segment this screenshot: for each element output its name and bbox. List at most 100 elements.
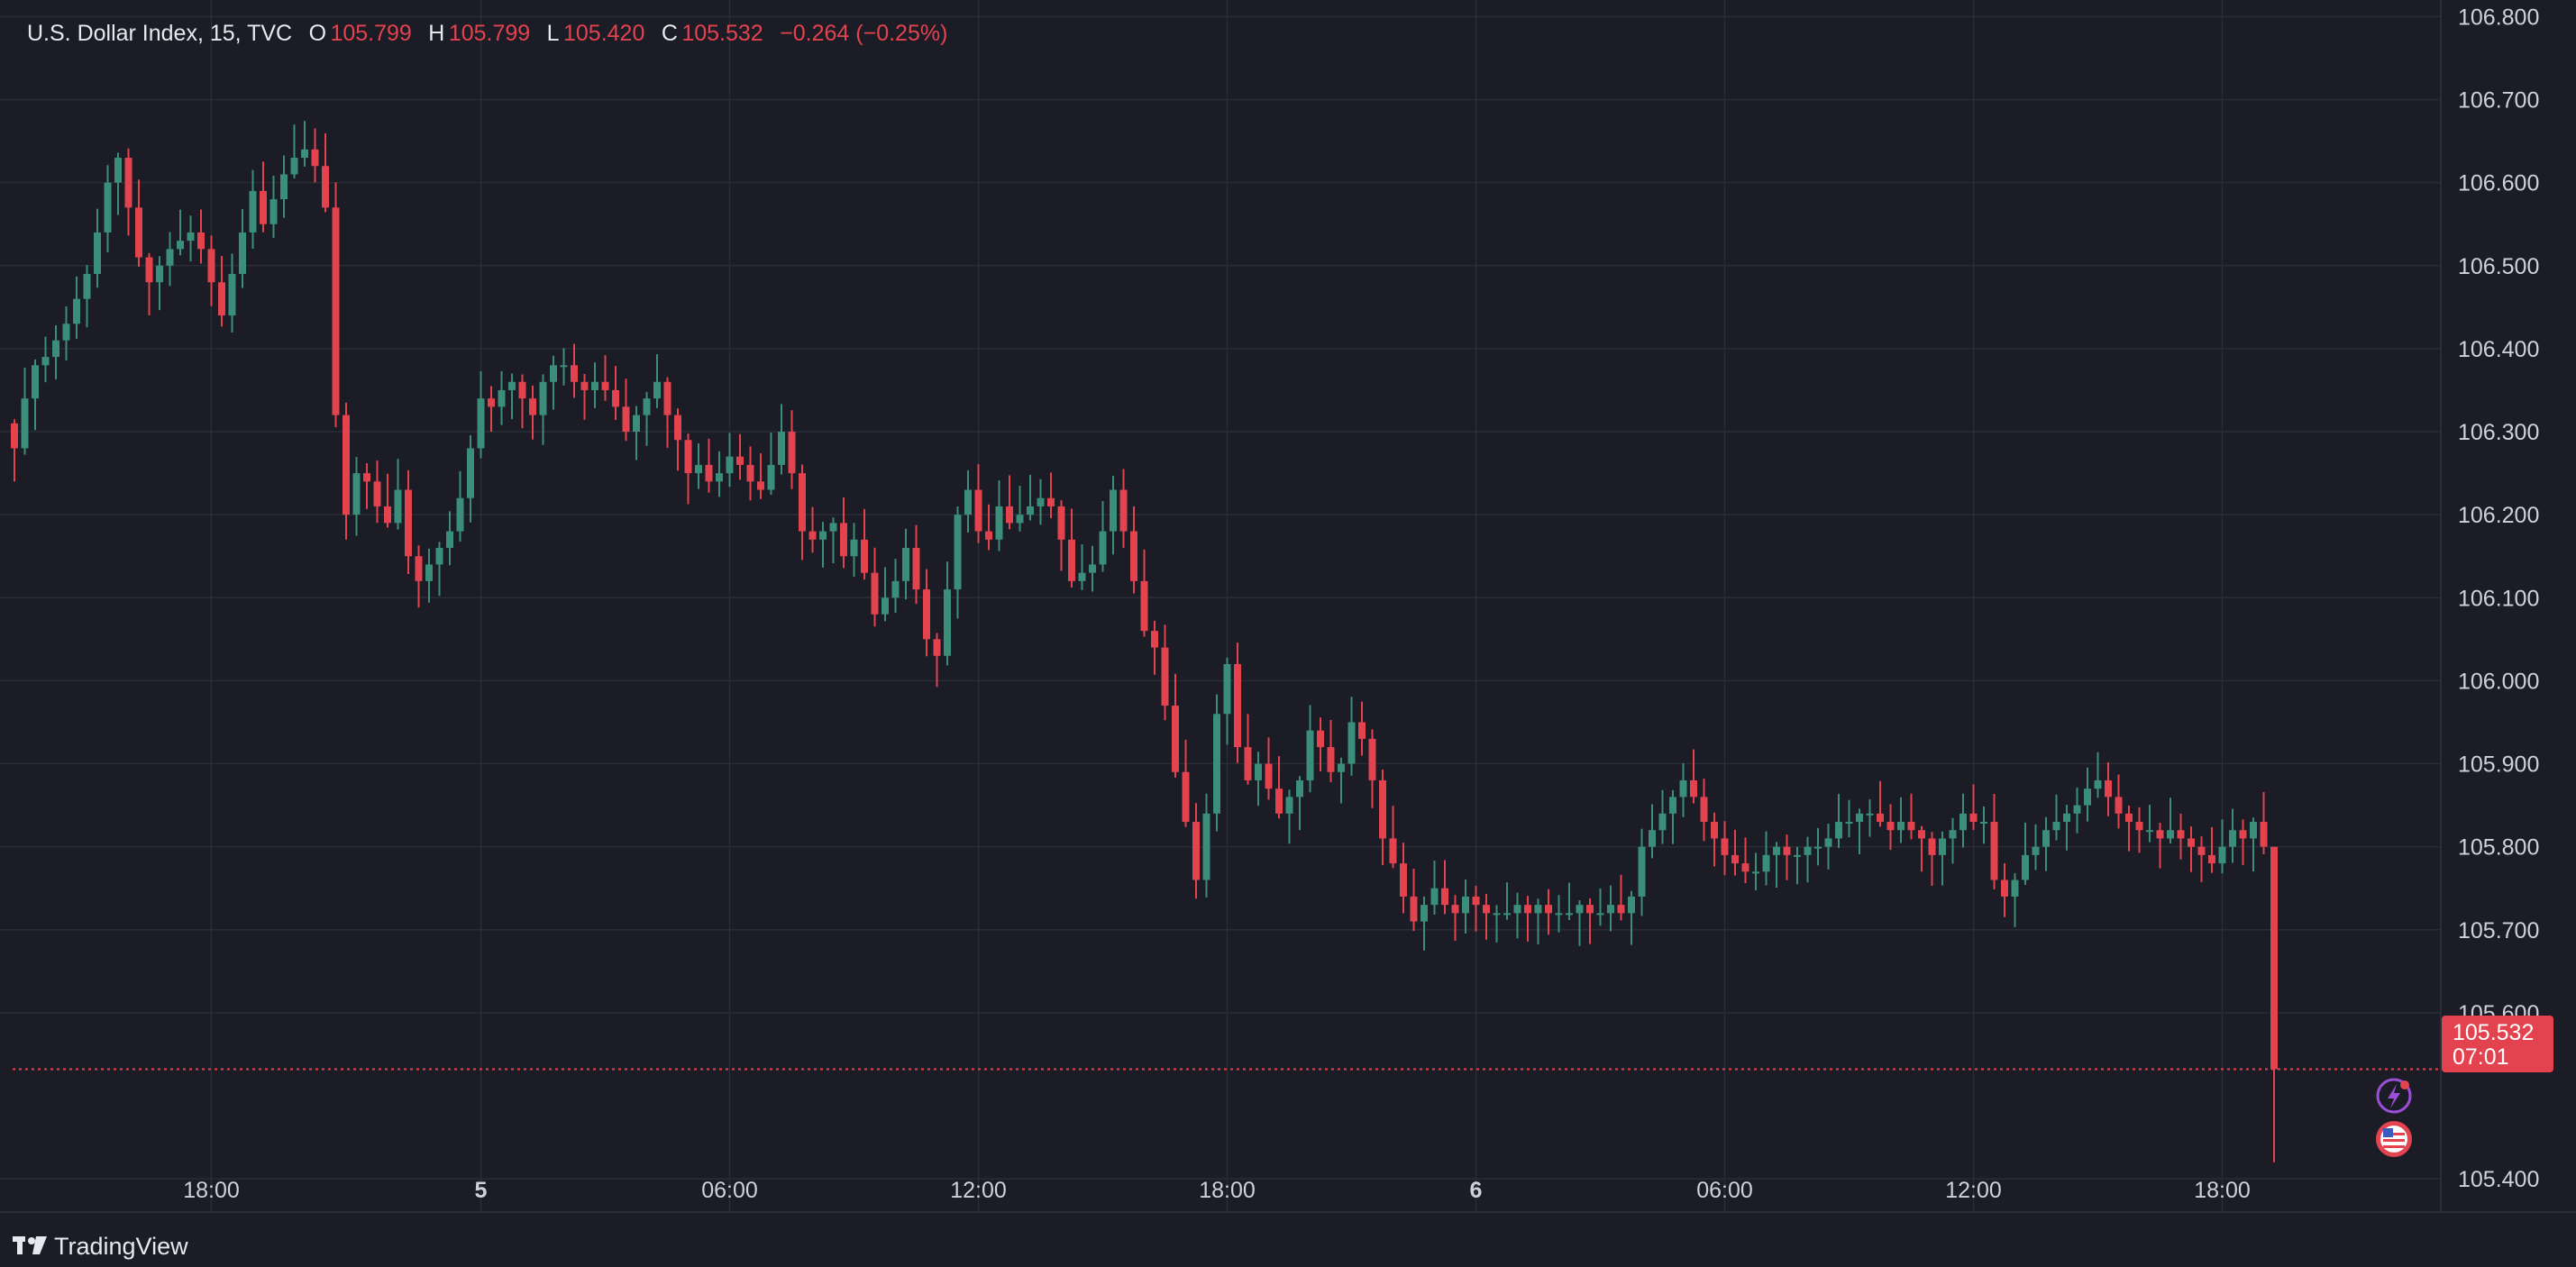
candle[interactable] (384, 473, 391, 528)
candle[interactable] (1596, 888, 1604, 926)
candle[interactable] (1410, 869, 1418, 932)
candle[interactable] (32, 359, 39, 431)
candle[interactable] (518, 374, 526, 429)
candle[interactable] (2208, 826, 2215, 873)
candle[interactable] (2042, 816, 2050, 871)
candle[interactable] (1814, 827, 1822, 866)
candle[interactable] (104, 165, 112, 252)
candle[interactable] (332, 182, 340, 428)
candle[interactable] (1430, 861, 1439, 915)
candle[interactable] (2260, 791, 2268, 854)
candle[interactable] (622, 378, 630, 442)
candle[interactable] (736, 433, 744, 480)
candle[interactable] (145, 252, 153, 315)
candle[interactable] (2063, 805, 2070, 851)
candle[interactable] (1110, 475, 1117, 555)
candle[interactable] (1949, 817, 1957, 864)
candle[interactable] (840, 497, 847, 569)
candle[interactable] (2177, 813, 2185, 860)
candle[interactable] (1161, 624, 1169, 721)
candle[interactable] (311, 128, 319, 183)
candle[interactable] (2239, 819, 2247, 865)
candle[interactable] (1047, 472, 1055, 519)
candle[interactable] (1493, 905, 1501, 943)
candle[interactable] (488, 386, 495, 433)
candles[interactable] (11, 121, 2278, 1162)
candle[interactable] (2073, 787, 2081, 834)
candle[interactable] (1213, 694, 1220, 832)
candle[interactable] (352, 457, 361, 536)
candle[interactable] (1275, 756, 1283, 819)
candle[interactable] (1959, 793, 1967, 848)
candle[interactable] (2105, 761, 2112, 816)
candle[interactable] (2156, 822, 2164, 869)
candle[interactable] (1990, 793, 1998, 889)
candle[interactable] (73, 276, 80, 339)
candle[interactable] (2032, 824, 2040, 870)
candle[interactable] (529, 385, 536, 440)
candle[interactable] (1638, 828, 1646, 916)
candle[interactable] (1773, 842, 1780, 889)
candle[interactable] (1824, 824, 1832, 870)
candle[interactable] (1389, 806, 1397, 869)
candle[interactable] (2197, 836, 2206, 882)
candle[interactable] (1928, 832, 1936, 887)
candle[interactable] (560, 348, 568, 386)
candle[interactable] (778, 404, 785, 475)
candle[interactable] (964, 469, 972, 533)
candle[interactable] (1140, 549, 1148, 637)
candle[interactable] (2167, 798, 2174, 843)
candle[interactable] (21, 367, 29, 455)
candle[interactable] (1151, 620, 1158, 675)
candle[interactable] (1513, 892, 1521, 939)
candle[interactable] (1503, 882, 1511, 920)
candle[interactable] (2188, 826, 2195, 872)
candle[interactable] (995, 480, 1003, 551)
candle[interactable] (1472, 886, 1480, 932)
candle[interactable] (405, 469, 412, 574)
candle[interactable] (1068, 508, 1075, 588)
candle[interactable] (653, 354, 661, 408)
candle[interactable] (1358, 701, 1366, 756)
tradingview-brand[interactable]: TradingView (13, 1233, 188, 1260)
candle[interactable] (1255, 752, 1262, 807)
candle[interactable] (1130, 506, 1137, 594)
candle[interactable] (1628, 890, 1635, 945)
candle[interactable] (135, 179, 142, 267)
candle[interactable] (1119, 469, 1128, 548)
candle[interactable] (1711, 812, 1718, 867)
candle[interactable] (944, 561, 951, 666)
candle[interactable] (1234, 643, 1241, 763)
candle[interactable] (1306, 705, 1314, 793)
candle[interactable] (1057, 500, 1065, 571)
candle[interactable] (1679, 762, 1687, 817)
candle[interactable] (1192, 803, 1200, 899)
candle[interactable] (1586, 898, 1594, 944)
candle[interactable] (207, 235, 215, 306)
candle[interactable] (2001, 862, 2008, 917)
candle[interactable] (1555, 895, 1563, 933)
candle[interactable] (114, 152, 122, 215)
candle[interactable] (882, 567, 889, 622)
candle[interactable] (394, 459, 402, 530)
candle[interactable] (166, 232, 174, 287)
candle[interactable] (746, 446, 754, 501)
candle[interactable] (974, 464, 982, 543)
candle[interactable] (322, 132, 329, 213)
candle[interactable] (829, 517, 837, 564)
candle[interactable] (580, 374, 589, 420)
candle[interactable] (425, 548, 433, 603)
candle[interactable] (861, 508, 868, 580)
candle[interactable] (1037, 479, 1045, 525)
candle[interactable] (954, 506, 962, 619)
candle[interactable] (1607, 885, 1614, 932)
candle[interactable] (1617, 874, 1625, 921)
candle[interactable] (1078, 544, 1086, 590)
candle[interactable] (1441, 860, 1448, 915)
candle[interactable] (280, 155, 288, 218)
candle[interactable] (1752, 852, 1759, 890)
candle[interactable] (1576, 900, 1584, 946)
candle[interactable] (788, 410, 796, 489)
candle[interactable] (1762, 831, 1770, 886)
